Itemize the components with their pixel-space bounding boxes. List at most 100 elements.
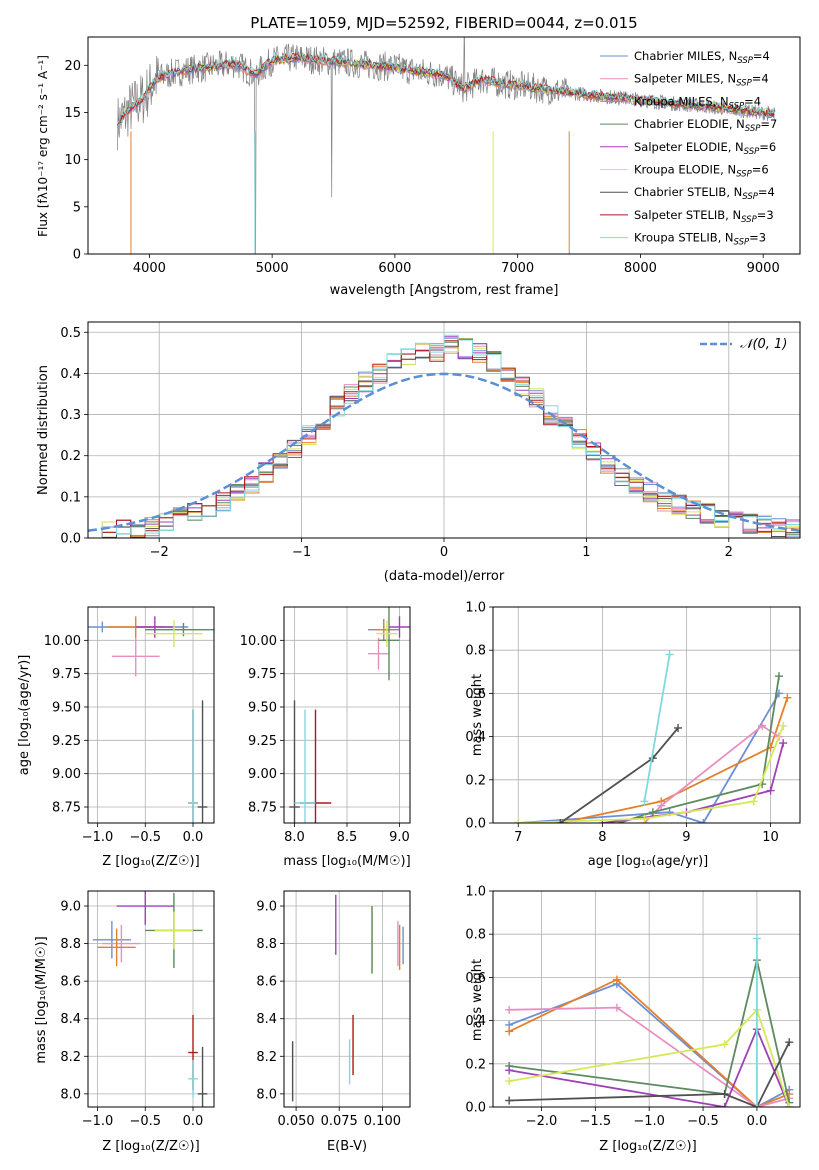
mass-vs-z-point	[116, 891, 174, 925]
spectrum-xtick-label: 8000	[624, 261, 657, 276]
mw-vs-age-series-line	[560, 697, 789, 823]
spectrum-legend-label: Chabrier STELIB, NSSP=4	[634, 185, 775, 202]
mw-vs-z-plot-area	[505, 934, 794, 1107]
mass-vs-z-ylabel: mass [log₁₀(M/M☉)]	[34, 936, 49, 1063]
age-vs-mass-frame	[283, 606, 411, 824]
mw-vs-z-marker	[752, 1103, 761, 1107]
residuals-xtick-label: −2	[150, 545, 169, 560]
mw-vs-z-xlabel: Z [log₁₀(Z/Z☉)]	[599, 1139, 696, 1154]
mw-vs-z-marker	[612, 975, 621, 984]
age-vs-mass-ytick-label: 9.00	[248, 767, 277, 782]
age-vs-mass-xtick-label: 8.0	[284, 830, 305, 845]
age-vs-z-plot-area	[88, 616, 214, 823]
mw-vs-z-series-line	[509, 1006, 790, 1107]
mw-vs-z-series-line	[508, 982, 790, 1107]
mw-vs-age-ylabel: mass weight	[470, 674, 485, 756]
mw-vs-z-ylabel: mass weight	[470, 959, 485, 1041]
spectrum-ytick-label: 10	[64, 153, 81, 168]
residuals-ytick-label: 0.0	[60, 532, 81, 547]
age-vs-z-frame	[87, 606, 215, 824]
normal-legend-label: 𝒩(0, 1)	[740, 337, 787, 352]
age-vs-mass-ytick-label: 9.25	[248, 734, 277, 749]
mw-vs-z-marker	[785, 1038, 794, 1047]
mw-vs-age-marker	[779, 739, 788, 748]
mass-vs-ebv-ytick-label: 8.6	[256, 975, 277, 990]
age-vs-mass-xtick-label: 9.0	[389, 830, 410, 845]
spectrum-ytick-label: 20	[64, 59, 81, 74]
mass-vs-z-ytick-label: 8.8	[60, 937, 81, 952]
mass-vs-z-plot-area	[92, 891, 208, 1107]
spectrum-xtick-label: 4000	[133, 261, 166, 276]
spectrum-legend-label: Salpeter MILES, NSSP=4	[634, 72, 769, 89]
residuals-xtick-label: −1	[292, 545, 311, 560]
mw-vs-age-ytick-label: 0.4	[465, 730, 486, 745]
mw-vs-age-marker	[766, 786, 775, 795]
spectrum-legend-label: Chabrier ELODIE, NSSP=7	[634, 117, 777, 134]
age-vs-z-ylabel: age [log₁₀(age/yr)]	[17, 655, 32, 776]
mass-vs-ebv-ytick-label: 8.8	[256, 937, 277, 952]
spectrum-title: PLATE=1059, MJD=52592, FIBERID=0044, z=0…	[250, 14, 637, 32]
mw-vs-age-ytick-label: 0.0	[465, 817, 486, 832]
normal-curve	[88, 372, 800, 533]
mw-vs-z-marker	[505, 1005, 514, 1014]
spectrum-model-line	[117, 52, 775, 124]
mw-vs-age-marker	[648, 808, 657, 817]
mw-vs-z-frame	[492, 890, 801, 1108]
residuals-ytick-label: 0.5	[60, 326, 81, 341]
age-vs-z-ytick-label: 9.50	[52, 701, 81, 716]
mw-vs-z-marker	[505, 1077, 514, 1086]
residuals-ytick-label: 0.4	[60, 367, 81, 382]
mw-vs-age-ytick-label: 0.8	[465, 644, 486, 659]
mw-vs-age-xtick-label: 7	[514, 830, 522, 845]
mw-vs-age-frame	[492, 606, 801, 824]
age-vs-z-xtick-label: −0.5	[129, 830, 161, 845]
mw-vs-age-xtick-label: 9	[682, 830, 690, 845]
mass-vs-ebv-xtick-label: 0.075	[321, 1114, 358, 1129]
age-vs-mass-ytick-label: 8.75	[248, 801, 277, 816]
age-vs-z-point	[197, 700, 208, 823]
residuals-ytick-label: 0.3	[60, 408, 81, 423]
mass-vs-z-ytick-label: 9.0	[60, 900, 81, 915]
mw-vs-age-marker	[758, 721, 767, 730]
age-vs-mass-point	[389, 616, 410, 638]
mw-vs-age-marker	[657, 801, 666, 810]
age-vs-mass-ytick-label: 9.50	[248, 701, 277, 716]
mw-vs-age-marker	[640, 814, 649, 823]
mw-vs-age-marker	[749, 797, 758, 806]
mw-vs-z-ytick-label: 0.6	[465, 971, 486, 986]
spectrum-legend-label: Salpeter ELODIE, NSSP=6	[634, 140, 776, 157]
mass-vs-z-ytick-label: 8.6	[60, 975, 81, 990]
mw-vs-age-marker	[556, 819, 565, 823]
age-vs-mass-point	[294, 709, 316, 823]
age-vs-z-ytick-label: 9.25	[52, 734, 81, 749]
mass-vs-ebv-ytick-label: 8.4	[256, 1012, 277, 1027]
mw-vs-age-xtick-label: 8	[598, 830, 606, 845]
mass-vs-ebv-plot-area	[291, 894, 404, 1102]
residuals-frame	[87, 321, 801, 539]
spectrum-xlabel: wavelength [Angstrom, rest frame]	[330, 283, 559, 298]
mw-vs-z-marker	[785, 1103, 794, 1107]
mass-vs-ebv-ytick-label: 8.0	[256, 1087, 277, 1102]
residuals-xlabel: (data-model)/error	[384, 569, 505, 584]
age-vs-z-ytick-label: 8.75	[52, 801, 81, 816]
mw-vs-z-series-line	[509, 1026, 791, 1107]
mass-vs-z-ytick-label: 8.0	[60, 1087, 81, 1102]
mw-vs-z-ytick-label: 0.2	[465, 1057, 486, 1072]
mw-vs-z-ytick-label: 0.8	[465, 928, 486, 943]
spectrum-plot-area	[117, 37, 776, 254]
mw-vs-age-series-line	[518, 692, 780, 823]
spectrum-xtick-label: 7000	[501, 261, 534, 276]
spectrum-legend-label: Salpeter STELIB, NSSP=3	[634, 208, 774, 225]
mw-vs-z-series-line	[509, 1041, 791, 1107]
age-vs-mass-point	[378, 607, 400, 681]
age-vs-z-point	[111, 636, 160, 677]
residuals-plot-area	[88, 334, 800, 538]
mass-vs-ebv-xtick-label: 0.050	[277, 1114, 314, 1129]
mw-vs-age-xlabel: age [log₁₀(age/yr)]	[588, 854, 709, 869]
spectrum-xtick-label: 9000	[747, 261, 780, 276]
age-vs-mass-ytick-label: 10.00	[240, 634, 277, 649]
mass-vs-z-xtick-label: −0.5	[129, 1114, 161, 1129]
mw-vs-age-marker	[665, 650, 674, 659]
mass-vs-z-point	[154, 911, 193, 950]
residuals-xtick-label: 2	[725, 545, 733, 560]
